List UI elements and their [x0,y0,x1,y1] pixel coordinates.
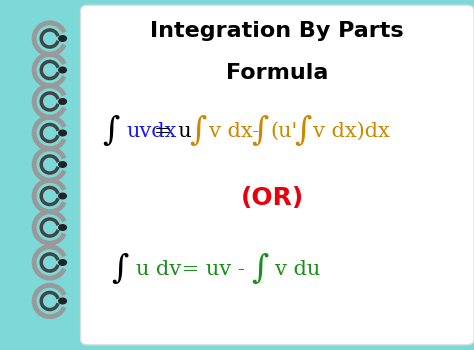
Text: Formula: Formula [226,63,328,83]
Text: v dx-: v dx- [209,122,259,141]
Text: ∫: ∫ [190,115,207,147]
Text: (u': (u' [270,122,297,141]
Circle shape [59,162,66,167]
Text: u dv: u dv [136,260,181,279]
Text: v dx)dx: v dx)dx [313,122,390,141]
Text: = uv -: = uv - [175,260,245,279]
Circle shape [59,225,66,230]
Text: ∫: ∫ [102,115,119,147]
Text: ∫: ∫ [251,115,269,147]
Text: (OR): (OR) [241,186,304,210]
Circle shape [59,67,66,73]
Circle shape [59,193,66,199]
Text: ∫: ∫ [294,115,311,147]
Text: = u: = u [154,122,191,141]
Circle shape [59,99,66,104]
Text: ∫: ∫ [251,253,269,286]
Text: uvdx: uvdx [127,122,177,141]
Circle shape [59,130,66,136]
FancyBboxPatch shape [81,5,474,345]
Text: Integration By Parts: Integration By Parts [150,21,404,41]
Text: v du: v du [275,260,320,279]
Circle shape [59,260,66,265]
Circle shape [59,298,66,304]
Text: ∫: ∫ [111,253,129,286]
Circle shape [59,36,66,41]
